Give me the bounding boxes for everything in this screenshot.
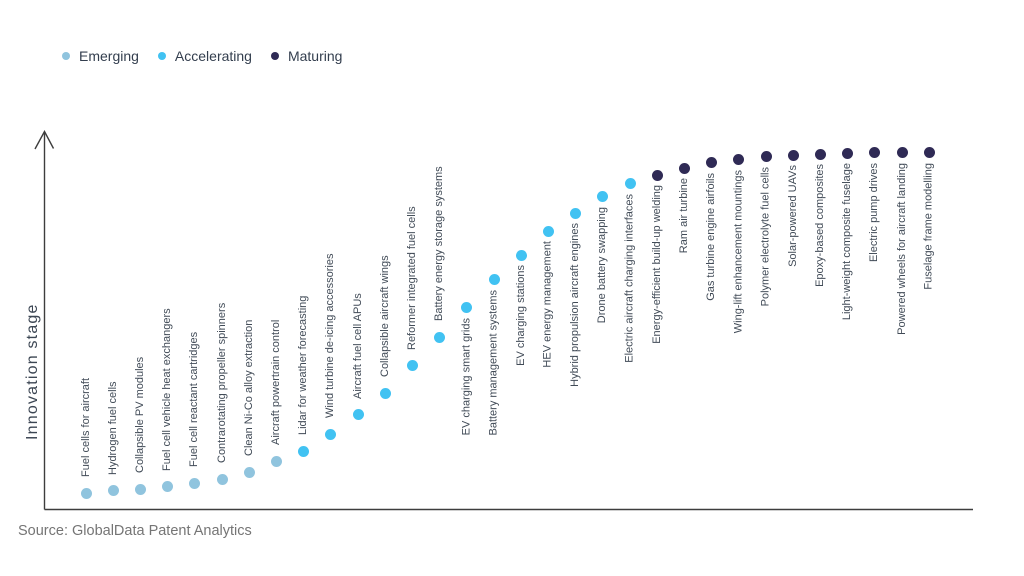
point-label: Wing-lift enhancement mountings xyxy=(732,169,745,334)
y-axis-arrow-icon xyxy=(34,130,55,150)
point-label: Clean Ni-Co alloy extraction xyxy=(242,319,255,457)
data-point xyxy=(434,331,446,343)
data-point xyxy=(352,409,364,421)
data-point xyxy=(189,477,201,489)
point-label: Fuel cell vehicle heat exchangers xyxy=(161,308,174,471)
data-point xyxy=(678,162,690,174)
legend-item-accelerating: Accelerating xyxy=(157,47,252,64)
data-point xyxy=(651,169,663,181)
data-point xyxy=(542,225,554,237)
data-point xyxy=(216,473,228,485)
point-label: Energy-efficient build-up welding xyxy=(650,185,663,344)
point-label: Aircraft powertrain control xyxy=(269,319,282,446)
point-label: Lidar for weather forecasting xyxy=(297,295,310,436)
point-label: Wind turbine de-icing accessories xyxy=(324,253,337,419)
point-label: Powered wheels for aircraft landing xyxy=(895,162,908,335)
chart-legend: Emerging Accelerating Maturing xyxy=(62,47,342,64)
data-point xyxy=(406,360,418,372)
legend-label-accelerating: Accelerating xyxy=(174,47,252,64)
data-point xyxy=(733,154,745,166)
point-label: EV charging smart grids xyxy=(460,317,473,436)
data-point xyxy=(706,157,718,169)
point-label: Polymer electrolyte fuel cells xyxy=(759,166,772,307)
data-point xyxy=(896,147,908,159)
point-label: Electric pump drives xyxy=(868,162,881,262)
data-point xyxy=(134,483,146,495)
data-point xyxy=(379,387,391,399)
legend-label-emerging: Emerging xyxy=(79,47,139,64)
point-label: Hydrogen fuel cells xyxy=(106,381,119,475)
point-label: Ram air turbine xyxy=(677,178,690,254)
y-axis-title: Innovation stage xyxy=(24,303,41,440)
data-point xyxy=(787,149,799,161)
data-point xyxy=(869,147,881,159)
data-point xyxy=(298,445,310,457)
point-label: EV charging stations xyxy=(514,265,527,367)
data-point xyxy=(923,147,935,159)
point-label: Fuel cells for aircraft xyxy=(79,378,92,478)
data-point xyxy=(515,249,527,261)
accelerating-dot-icon xyxy=(157,51,166,60)
point-label: Fuselage frame modelling xyxy=(922,162,935,290)
data-point xyxy=(842,147,854,159)
point-label: Collapsible PV modules xyxy=(133,356,146,474)
data-point xyxy=(80,487,92,499)
point-label: Battery management systems xyxy=(487,289,500,436)
emerging-dot-icon xyxy=(62,51,70,60)
legend-item-emerging: Emerging xyxy=(62,48,139,64)
data-point xyxy=(597,191,609,203)
point-label: Drone battery swapping xyxy=(596,206,609,323)
data-point xyxy=(270,455,282,467)
legend-item-maturing: Maturing xyxy=(270,47,343,64)
point-label: Light-weight composite fuselage xyxy=(841,163,854,321)
data-point xyxy=(570,207,582,219)
data-point xyxy=(107,485,119,497)
data-point xyxy=(624,178,636,190)
point-label: Reformer integrated fuel cells xyxy=(405,206,418,350)
source-caption: Source: GlobalData Patent Analytics xyxy=(18,523,252,539)
point-label: Hybrid propulsion aircraft engines xyxy=(569,223,582,387)
data-point xyxy=(162,481,174,493)
point-label: Aircraft fuel cell APUs xyxy=(351,293,364,399)
point-label: Fuel cell reactant cartridges xyxy=(188,332,201,468)
point-label: Electric aircraft charging interfaces xyxy=(623,193,636,363)
data-point xyxy=(461,302,473,314)
data-point xyxy=(760,151,772,163)
point-label: Epoxy-based composites xyxy=(813,164,826,287)
point-label: Battery energy storage systems xyxy=(433,166,446,322)
point-label: HEV energy management xyxy=(541,241,554,368)
data-point xyxy=(325,428,337,440)
legend-label-maturing: Maturing xyxy=(287,47,343,64)
data-point xyxy=(488,274,500,286)
maturing-dot-icon xyxy=(270,51,279,60)
point-label: Contrarotating propeller spinners xyxy=(215,302,228,464)
data-point xyxy=(814,148,826,160)
point-label: Gas turbine engine airfoils xyxy=(705,172,718,301)
data-point xyxy=(243,466,255,478)
point-label: Solar-powered UAVs xyxy=(786,165,799,268)
point-label: Collapsible aircraft wings xyxy=(378,255,391,378)
